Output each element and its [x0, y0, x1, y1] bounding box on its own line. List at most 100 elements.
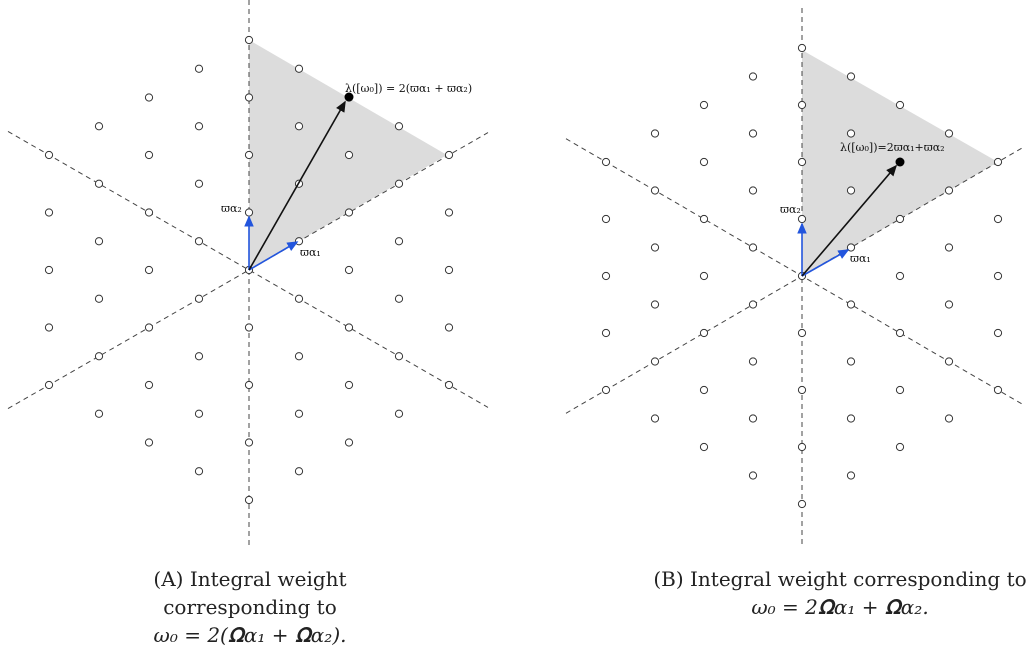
- lattice-point: [846, 72, 856, 81]
- lattice-point: [601, 157, 611, 167]
- lattice-point: [394, 409, 404, 418]
- lattice-point: [144, 380, 154, 390]
- caption-b-formula: ω₀ = 2𝛀α₁ + 𝛀α₂.: [751, 595, 929, 619]
- lattice-point: [846, 357, 856, 366]
- lattice-point: [846, 186, 856, 195]
- lattice-point: [294, 352, 304, 361]
- lattice-point: [244, 438, 254, 447]
- highlighted-weight-point-a: [344, 92, 354, 102]
- panel-a-weight-diagram: λ([ω₀]) = 2(ϖα₁ + ϖα₂) ϖα₁ ϖα₂: [7, 0, 489, 548]
- lattice-point: [244, 495, 254, 505]
- lattice-point: [394, 294, 404, 303]
- fundamental-weight-arrow-1-a: [248, 241, 299, 271]
- figure: λ([ω₀]) = 2(ϖα₁ + ϖα₂) ϖα₁ ϖα₂ λ([ω₀])=2…: [7, 0, 1025, 548]
- lattice-point: [797, 100, 807, 110]
- lattice-point: [797, 499, 807, 509]
- weight-arrow-b: [801, 164, 898, 277]
- lattice-point: [144, 323, 154, 332]
- lattice-point: [699, 442, 709, 452]
- lattice-point: [294, 122, 304, 131]
- lattice-point: [194, 294, 204, 303]
- lattice-point: [194, 64, 204, 73]
- lattice-point: [444, 208, 454, 217]
- caption-a: (A) Integral weight corresponding to ω₀ …: [120, 565, 380, 649]
- lattice-point: [797, 385, 807, 395]
- wall-line-diagonal-up: [565, 146, 1025, 414]
- lattice-point: [444, 150, 454, 160]
- caption-a-line1: (A) Integral weight corresponding to: [120, 565, 380, 621]
- lattice-point: [797, 442, 807, 452]
- lattice-point: [344, 380, 354, 390]
- lattice-point: [244, 380, 254, 390]
- lattice-point: [748, 357, 758, 366]
- lattice-point: [650, 414, 660, 423]
- lattice-point: [699, 157, 709, 167]
- lattice-point: [993, 328, 1003, 338]
- lattice-point: [699, 100, 709, 110]
- fundamental-weight-label-2-b: ϖα₂: [780, 203, 801, 216]
- lattice-point: [944, 129, 954, 138]
- fundamental-weight-arrow-1-b: [801, 249, 850, 277]
- lattice-point: [44, 380, 54, 390]
- lattice-point: [601, 385, 611, 395]
- lattice-point: [944, 357, 954, 366]
- lattice-point: [194, 122, 204, 131]
- lattice-point: [748, 72, 758, 81]
- caption-b-tag: (B): [653, 567, 684, 591]
- lattice-point: [846, 129, 856, 138]
- lattice-point: [993, 214, 1003, 224]
- lattice-point: [344, 208, 354, 217]
- wall-line-diagonal-up: [7, 132, 489, 410]
- lattice-point: [993, 157, 1003, 167]
- lattice-point: [294, 467, 304, 476]
- lattice-point: [699, 385, 709, 395]
- lattice-point: [846, 471, 856, 480]
- fundamental-weight-label-2-a: ϖα₂: [221, 202, 242, 215]
- lattice-point: [144, 438, 154, 447]
- lattice-point: [797, 43, 807, 53]
- lattice-point: [394, 179, 404, 188]
- lattice-point: [699, 328, 709, 338]
- lattice-point: [94, 237, 104, 246]
- lattice-point: [294, 294, 304, 303]
- lattice-point: [394, 237, 404, 246]
- caption-b-text: Integral weight corresponding to: [690, 567, 1027, 591]
- lattice-point: [394, 352, 404, 361]
- lattice-point: [94, 352, 104, 361]
- lattice-point: [944, 300, 954, 309]
- lattice-point: [144, 208, 154, 217]
- lattice-point: [895, 328, 905, 338]
- lattice-point: [244, 208, 254, 217]
- lattice-point: [699, 271, 709, 281]
- lattice-point: [748, 243, 758, 252]
- lattice-point: [344, 323, 354, 332]
- lattice-point: [94, 122, 104, 131]
- weight-label-b: λ([ω₀])=2ϖα₁+ϖα₂: [840, 141, 945, 154]
- caption-b-line1: (B) Integral weight corresponding to: [650, 565, 1028, 593]
- lattice-point: [650, 300, 660, 309]
- lattice-point: [344, 150, 354, 160]
- lattice-point: [748, 471, 758, 480]
- lattice-point: [650, 243, 660, 252]
- lattice-point: [797, 328, 807, 338]
- lattice-point: [944, 243, 954, 252]
- lattice-point: [244, 150, 254, 160]
- lattice-point: [748, 129, 758, 138]
- weight-arrow-a: [248, 100, 346, 271]
- lattice-point: [194, 467, 204, 476]
- lattice-point: [650, 357, 660, 366]
- lattice-point: [895, 214, 905, 224]
- lattice-point: [601, 214, 611, 224]
- lattice-point: [444, 265, 454, 275]
- lattice-points-a: [44, 35, 454, 505]
- lattice-point: [601, 328, 611, 338]
- lattice-point: [895, 100, 905, 110]
- lattice-point: [344, 265, 354, 275]
- fundamental-weight-label-1-b: ϖα₁: [850, 252, 871, 265]
- lattice-point: [144, 265, 154, 275]
- highlighted-weight-point-b: [895, 157, 905, 167]
- lattice-point: [294, 409, 304, 418]
- lattice-point: [895, 271, 905, 281]
- lattice-point: [194, 409, 204, 418]
- lattice-point: [44, 208, 54, 217]
